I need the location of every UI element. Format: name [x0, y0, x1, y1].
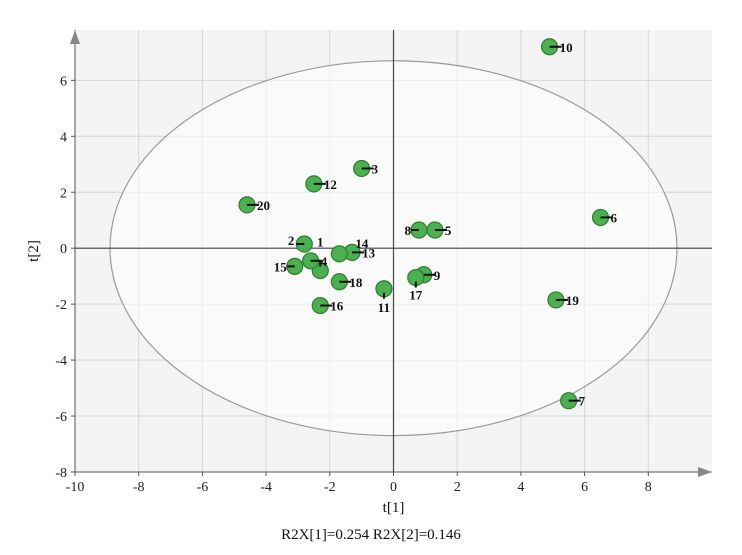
point-label: 8 [404, 223, 411, 238]
data-point-12: 12 [305, 175, 337, 193]
point-label: 12 [324, 177, 337, 192]
y-tick-label: 0 [60, 242, 67, 257]
point-label: 2 [288, 233, 295, 248]
data-point-17: 17 [407, 268, 425, 303]
point-label: 11 [378, 300, 390, 315]
point-label: 5 [445, 223, 452, 238]
data-point-5: 5 [426, 221, 452, 239]
x-axis-label: t[1] [383, 500, 405, 516]
data-point-2: 2 [288, 233, 313, 253]
data-point-16: 16 [311, 296, 344, 315]
y-tick-label: 2 [60, 186, 67, 201]
point-label: 9 [434, 268, 441, 283]
data-point-14: 14 [330, 236, 369, 263]
x-tick-label: -8 [133, 480, 145, 495]
data-point-8: 8 [404, 221, 428, 239]
data-point-4: 4 [302, 252, 328, 270]
point-label: 20 [257, 198, 270, 213]
data-point-15: 15 [274, 257, 304, 275]
y-tick-label: 6 [60, 74, 67, 89]
point-label: 16 [330, 299, 344, 314]
x-tick-label: -4 [260, 480, 272, 495]
y-tick-label: 4 [60, 130, 67, 145]
point-label: 1 [317, 235, 324, 250]
point-label: 13 [362, 245, 376, 260]
data-point-6: 6 [591, 208, 618, 227]
x-axis-arrow [698, 467, 712, 477]
y-tick-label: -6 [55, 410, 67, 425]
variance-summary: R2X[1]=0.254 R2X[2]=0.146 [281, 527, 461, 543]
point-label: 19 [566, 293, 580, 308]
y-tick-label: -4 [55, 354, 67, 369]
point-label: 15 [274, 259, 288, 274]
point-label: 7 [579, 394, 586, 409]
y-tick-label: -8 [55, 466, 67, 481]
x-tick-label: 2 [454, 480, 461, 495]
x-tick-label: -2 [324, 480, 336, 495]
x-tick-label: 4 [517, 480, 524, 495]
point-label: 14 [355, 236, 369, 251]
data-point-11: 11 [375, 280, 393, 315]
point-label: 17 [409, 288, 423, 303]
point-label: 3 [372, 161, 379, 176]
point-label: 6 [611, 210, 618, 225]
point-label: 18 [349, 275, 363, 290]
data-point-20: 20 [238, 196, 270, 214]
point-label: 10 [560, 40, 573, 55]
data-point-3: 3 [353, 159, 379, 178]
y-tick-label: -2 [55, 298, 67, 313]
data-point-7: 7 [560, 392, 586, 410]
data-point-10: 10 [540, 38, 573, 56]
y-axis-label: t[2] [26, 240, 42, 262]
data-point-18: 18 [330, 273, 363, 291]
y-axis-arrow [70, 30, 80, 44]
x-tick-label: 0 [390, 480, 397, 495]
data-point-13: 13 [343, 243, 376, 261]
data-point-19: 19 [547, 291, 580, 309]
point-marker [330, 245, 348, 263]
x-tick-label: 8 [645, 480, 652, 495]
x-tick-label: -10 [66, 480, 85, 495]
x-tick-label: 6 [581, 480, 588, 495]
point-label: 4 [321, 254, 328, 269]
x-tick-label: -6 [197, 480, 209, 495]
